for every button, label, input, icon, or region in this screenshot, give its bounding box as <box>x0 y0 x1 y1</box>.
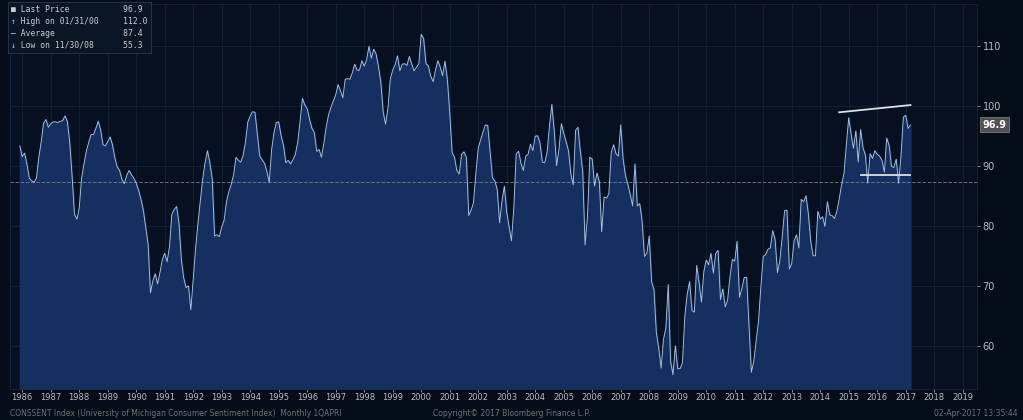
Text: 96.9: 96.9 <box>982 120 1007 130</box>
Text: ■ Last Price           96.9
↑ High on 01/31/00     112.0
— Average              : ■ Last Price 96.9 ↑ High on 01/31/00 112… <box>11 5 147 50</box>
Text: Copyright© 2017 Bloomberg Finance L.P.: Copyright© 2017 Bloomberg Finance L.P. <box>433 409 590 418</box>
Text: 02-Apr-2017 13:35:44: 02-Apr-2017 13:35:44 <box>934 409 1018 418</box>
Text: CONSSENT Index (University of Michigan Consumer Sentiment Index)  Monthly 1QAPRI: CONSSENT Index (University of Michigan C… <box>10 409 342 418</box>
